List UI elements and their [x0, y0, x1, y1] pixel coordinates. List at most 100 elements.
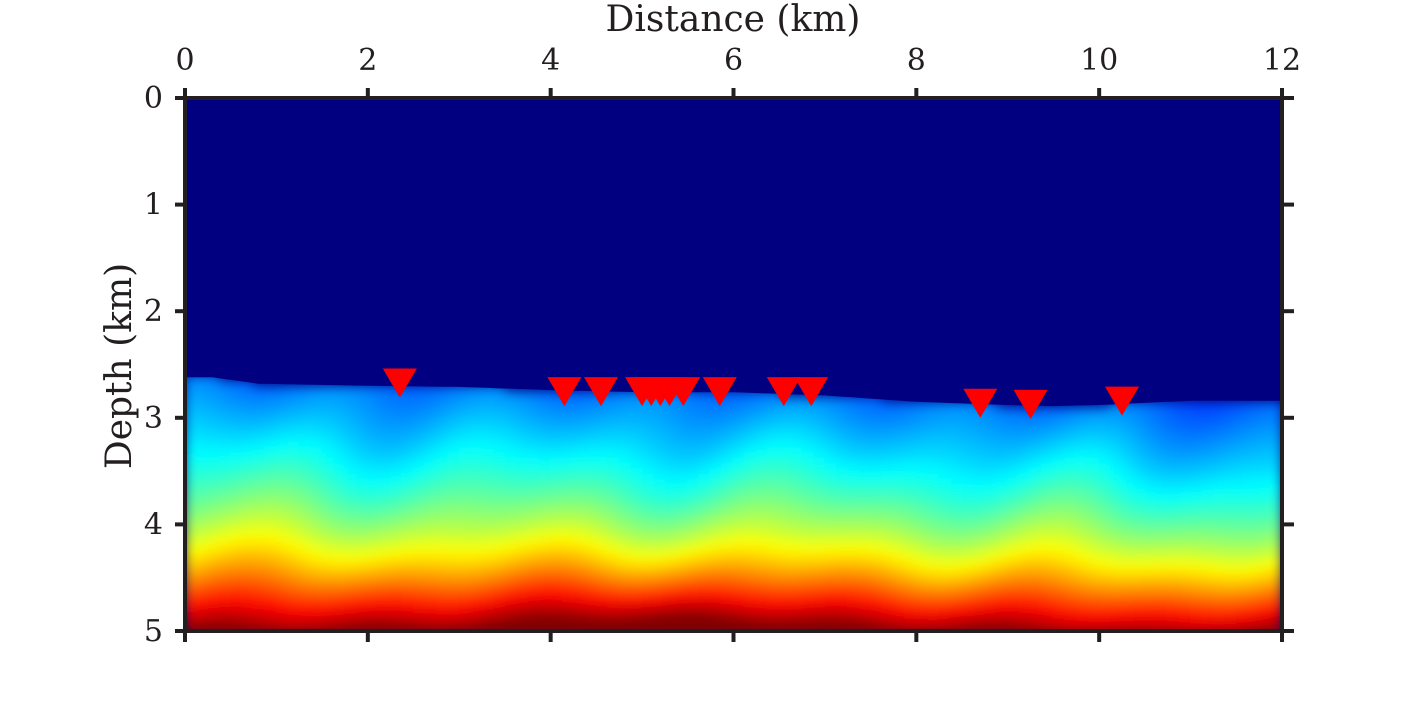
heatmap-cell	[195, 502, 209, 509]
heatmap-cell	[755, 443, 769, 451]
heatmap-cell	[984, 550, 997, 557]
heatmap-cell	[607, 593, 620, 600]
heatmap-cell	[550, 545, 563, 552]
heatmap-cell	[1098, 582, 1112, 589]
heatmap-cell	[698, 593, 712, 600]
heatmap-cell	[195, 577, 209, 584]
heatmap-cell	[698, 625, 712, 631]
heatmap-cell	[413, 507, 426, 515]
heatmap-cell	[1258, 555, 1272, 563]
heatmap-cell	[470, 518, 483, 525]
heatmap-cell	[1167, 443, 1180, 451]
heatmap-cell	[1190, 582, 1203, 589]
heatmap-cell	[1144, 422, 1157, 429]
heatmap-cell	[1144, 411, 1157, 419]
heatmap-cell	[241, 443, 255, 451]
heatmap-cell	[984, 497, 997, 504]
heatmap-cell	[835, 486, 849, 493]
heatmap-cell	[641, 507, 655, 515]
heatmap-cell	[390, 523, 403, 531]
heatmap-cell	[1087, 470, 1100, 477]
heatmap-cell	[310, 518, 323, 525]
heatmap-cell	[1007, 566, 1020, 573]
heatmap-cell	[1144, 459, 1157, 467]
heatmap-cell	[561, 529, 575, 536]
heatmap-cell	[355, 502, 369, 509]
heatmap-cell	[1235, 497, 1249, 504]
heatmap-cell	[355, 625, 369, 631]
heatmap-cell	[1212, 518, 1226, 525]
heatmap-cell	[675, 454, 689, 461]
heatmap-cell	[344, 555, 357, 563]
heatmap-cell	[1075, 465, 1089, 472]
heatmap-cell	[435, 417, 449, 424]
heatmap-cell	[1041, 550, 1054, 557]
heatmap-cell	[355, 443, 369, 451]
heatmap-cell	[710, 566, 723, 573]
heatmap-cell	[195, 390, 209, 397]
heatmap-cell	[1110, 427, 1123, 435]
heatmap-cell	[675, 422, 689, 429]
heatmap-cell	[984, 406, 997, 413]
heatmap-cell	[504, 438, 517, 445]
heatmap-cell	[275, 385, 289, 392]
heatmap-cell	[287, 433, 300, 440]
heatmap-cell	[950, 545, 963, 552]
heatmap-cell	[835, 587, 849, 595]
heatmap-cell	[858, 582, 872, 589]
heatmap-cell	[961, 545, 974, 552]
heatmap-cell	[1098, 411, 1112, 419]
heatmap-cell	[298, 401, 312, 408]
heatmap-cell	[870, 475, 883, 483]
heatmap-cell	[195, 518, 209, 525]
heatmap-cell	[321, 539, 335, 547]
heatmap-cell	[344, 614, 357, 621]
heatmap-cell	[561, 422, 575, 429]
heatmap-cell	[1132, 417, 1146, 424]
heatmap-cell	[195, 449, 209, 456]
heatmap-cell	[1121, 518, 1134, 525]
heatmap-cell	[275, 603, 289, 611]
receiver-markers	[382, 368, 1140, 419]
heatmap-cell	[1007, 513, 1020, 520]
heatmap-cell	[264, 502, 277, 509]
heatmap-cell	[687, 443, 700, 451]
heatmap-cell	[1110, 422, 1123, 429]
heatmap-cell	[378, 449, 392, 456]
heatmap-cell	[1212, 422, 1226, 429]
heatmap-cell	[950, 603, 963, 611]
heatmap-cell	[1201, 587, 1214, 595]
heatmap-cell	[721, 619, 734, 627]
heatmap-cell	[835, 411, 849, 419]
heatmap-cell	[1041, 491, 1054, 499]
heatmap-cell	[618, 518, 632, 525]
heatmap-cell	[481, 433, 495, 440]
heatmap-cell	[915, 523, 929, 531]
heatmap-cell	[321, 406, 335, 413]
heatmap-cell	[458, 587, 472, 595]
heatmap-cell	[230, 502, 243, 509]
heatmap-cell	[1258, 502, 1272, 509]
heatmap-cell	[1030, 454, 1043, 461]
heatmap-cell	[1132, 459, 1146, 467]
heatmap-cell	[778, 406, 792, 413]
heatmap-cell	[881, 561, 894, 568]
heatmap-cell	[504, 406, 517, 413]
heatmap-cell	[653, 614, 666, 621]
heatmap-cell	[950, 507, 963, 515]
heatmap-cell	[561, 603, 575, 611]
heatmap-cell	[984, 593, 997, 600]
heatmap-cell	[961, 401, 974, 408]
heatmap-cell	[241, 539, 255, 547]
heatmap-cell	[1235, 470, 1249, 477]
heatmap-cell	[1007, 438, 1020, 445]
heatmap-cell	[972, 582, 986, 589]
heatmap-cell	[755, 598, 769, 605]
heatmap-cell	[1110, 481, 1123, 488]
heatmap-cell	[904, 571, 917, 579]
heatmap-cell	[424, 598, 437, 605]
heatmap-cell	[515, 438, 529, 445]
heatmap-cell	[881, 603, 894, 611]
heatmap-cell	[550, 603, 563, 611]
heatmap-cell	[218, 497, 232, 504]
